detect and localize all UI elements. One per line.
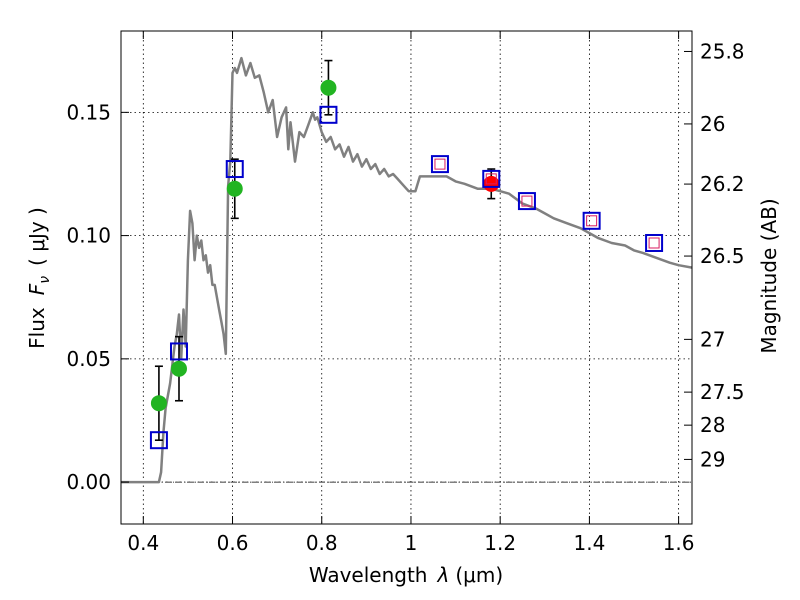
plot-frame (120, 30, 693, 525)
y-axis-subscript: ν (37, 276, 53, 284)
model-photometry-square (225, 160, 244, 179)
series-layer (121, 56, 693, 484)
y-axis-symbol: F (25, 283, 49, 295)
y-tick-label: 0.15 (66, 100, 111, 124)
observed-point (170, 360, 187, 377)
y-tick-label: 0.05 (66, 347, 111, 371)
model-photometry-inner-square (586, 215, 598, 227)
y2-tick-label: 26.5 (700, 244, 745, 268)
x-axis-title: Wavelength λ (μm) (309, 563, 503, 587)
model-sed-line (121, 56, 693, 484)
y-tick-label: 0.00 (66, 470, 111, 494)
x-tick-label: 0.8 (306, 531, 338, 555)
x-tick-label: 1.6 (663, 531, 695, 555)
model-photometry-inner-square (521, 195, 533, 207)
observed-point (150, 395, 167, 412)
model-photometry-square (149, 431, 168, 450)
x-axis-label: Wavelength (309, 563, 428, 587)
model-photometry-square (517, 192, 536, 211)
y2-tick-label: 28 (700, 413, 725, 437)
model-photometry-inner-square (648, 237, 660, 249)
model-photometry-square (582, 211, 601, 230)
observed-point (226, 180, 243, 197)
y-axis-label: Flux (25, 307, 49, 349)
y2-tick-label: 26.2 (700, 172, 745, 196)
y2-tick-label: 25.8 (700, 39, 745, 63)
model-photometry-inner-square (485, 173, 497, 185)
x-tick-label: 1 (405, 531, 418, 555)
y-axis-unit: ( μJy ) (25, 207, 49, 266)
grid-layer (121, 31, 692, 524)
model-photometry-inner-square (434, 158, 446, 170)
model-photometry-square (169, 342, 188, 361)
y2-tick-label: 29 (700, 447, 725, 471)
y2-tick-label: 27.5 (700, 380, 745, 404)
model-photometry-square (645, 233, 664, 252)
tick-layer: 0.4 0.6 0.8 1 1.2 1.4 1.6 0.00 0.05 0.10 0.15 25.8 2… (66, 31, 745, 555)
observed-point (320, 79, 337, 96)
x-tick-label: 1.2 (484, 531, 516, 555)
y-axis-title: Flux Fν ( μJy ) (25, 207, 53, 349)
y-tick-label: 0.10 (66, 224, 111, 248)
model-photometry-square (430, 155, 449, 174)
y2-tick-label: 27 (700, 327, 725, 351)
x-tick-label: 0.6 (217, 531, 249, 555)
model-photometry-square (482, 169, 501, 188)
x-tick-label: 1.4 (573, 531, 605, 555)
x-axis-unit: (μm) (455, 563, 503, 587)
x-tick-label: 0.4 (127, 531, 159, 555)
model-photometry-square (319, 105, 338, 124)
y2-tick-label: 26 (700, 112, 725, 136)
x-axis-symbol: λ (437, 563, 450, 587)
y2-axis-title: Magnitude (AB) (757, 198, 781, 353)
